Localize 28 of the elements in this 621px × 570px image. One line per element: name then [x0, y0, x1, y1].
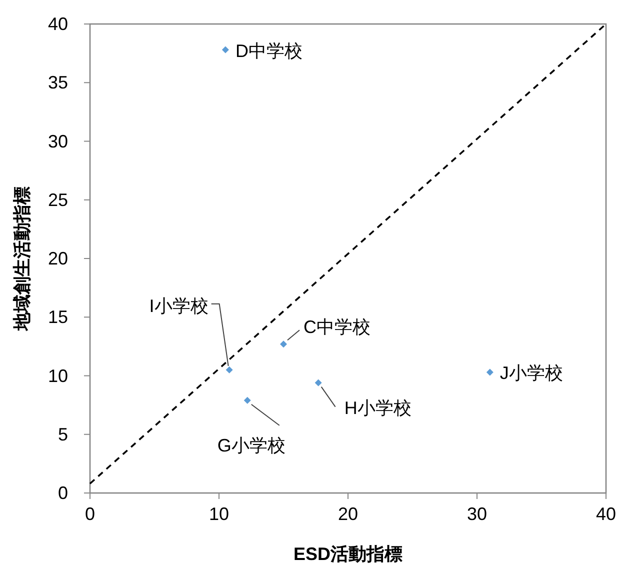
annotation: I小学校 [149, 296, 208, 316]
annotation: D中学校 [235, 40, 302, 61]
y-tick-label: 5 [58, 424, 68, 444]
point [280, 340, 287, 348]
point [226, 366, 233, 374]
annotation: H小学校 [344, 398, 412, 418]
annotation: C中学校 [304, 317, 370, 338]
point [244, 396, 251, 404]
x-tick-label: 0 [84, 504, 96, 524]
x-tick-label: 30 [466, 504, 488, 524]
point [486, 368, 494, 376]
point [222, 46, 229, 54]
y-tick-label: 30 [48, 131, 68, 152]
point [314, 379, 322, 386]
y-tick-label: 25 [48, 190, 68, 210]
y-tick-label: 10 [48, 366, 68, 386]
x-tick-label: 40 [596, 504, 616, 524]
x-axis-title: ESD活動指標 [293, 544, 403, 564]
y-tick-label: 0 [58, 483, 68, 503]
y-tick-label: 15 [48, 307, 68, 328]
x-tick-label: 20 [338, 504, 358, 524]
y-tick-label: 20 [48, 248, 68, 268]
y-axis-title: 地域創生活動指標 [12, 186, 32, 332]
annotation: G小学校 [217, 435, 286, 456]
y-tick-label: 35 [48, 72, 68, 93]
annotation: J小学校 [500, 363, 563, 384]
y-tick-label: 40 [48, 14, 68, 34]
x-tick-label: 10 [208, 504, 230, 524]
